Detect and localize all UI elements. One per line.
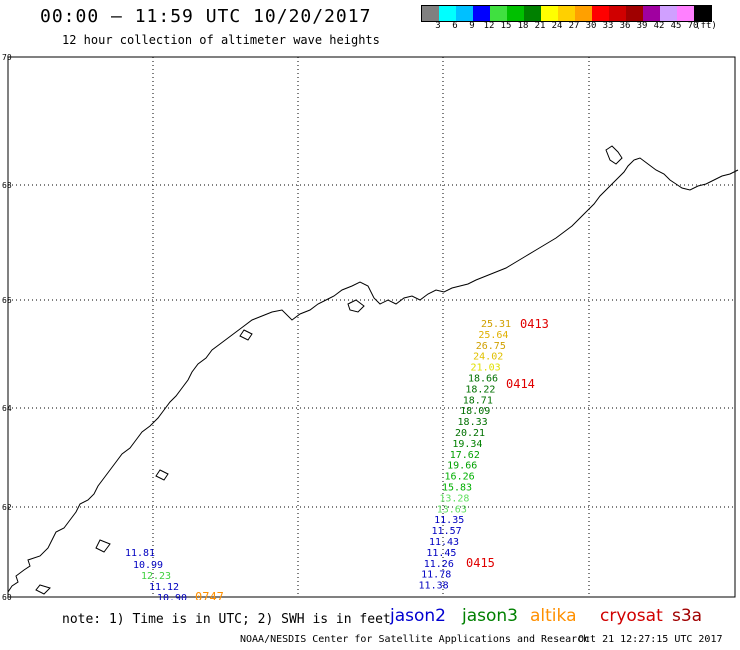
swh-value-label: 19.34 xyxy=(452,439,482,450)
color-scale-bar xyxy=(421,5,712,22)
swh-value-label: 18.71 xyxy=(463,395,493,406)
lat-lon-grid: -45-42-39-36-33-30706866646260 xyxy=(2,53,736,600)
color-scale-label: 36 xyxy=(619,21,631,31)
color-swatch xyxy=(643,6,660,21)
color-scale-label: 6 xyxy=(452,21,458,31)
color-swatch xyxy=(422,6,439,21)
legend-altika: altika xyxy=(530,606,577,626)
lat-tick-label: 60 xyxy=(2,593,12,600)
swh-value-label: 11.57 xyxy=(432,526,462,537)
color-swatch xyxy=(660,6,677,21)
color-scale-label: 9 xyxy=(469,21,475,31)
swh-value-label: 13.28 xyxy=(439,493,469,504)
color-scale-label: 3 xyxy=(435,21,441,31)
lat-tick-label: 62 xyxy=(2,503,12,512)
color-scale-label: 15 xyxy=(500,21,512,31)
color-swatch xyxy=(507,6,524,21)
color-scale-label: 27 xyxy=(568,21,580,31)
swh-value-label: 19.66 xyxy=(447,461,477,472)
greenland-coastline xyxy=(7,157,739,593)
color-swatch xyxy=(524,6,541,21)
color-swatch xyxy=(694,6,711,21)
color-scale-label: 45 xyxy=(670,21,682,31)
color-scale-label: (ft) xyxy=(695,21,717,31)
color-scale-label: 24 xyxy=(551,21,563,31)
swh-value-label: 18.22 xyxy=(465,384,495,395)
color-swatch xyxy=(592,6,609,21)
color-swatch xyxy=(473,6,490,21)
color-swatch xyxy=(626,6,643,21)
legend-s3a: s3a xyxy=(672,606,703,626)
swh-value-label: 18.09 xyxy=(460,406,490,417)
color-swatch xyxy=(575,6,592,21)
pass-time-label: 0747 xyxy=(195,590,224,600)
map-frame xyxy=(7,56,736,598)
color-scale-label: 18 xyxy=(517,21,529,31)
pass-time-label: 0414 xyxy=(506,377,535,391)
color-scale-label: 70 xyxy=(687,21,699,31)
swh-value-label: 11.81 xyxy=(125,548,155,559)
color-scale-label: 21 xyxy=(534,21,546,31)
swh-value-label: 12.23 xyxy=(141,571,171,582)
swh-value-label: 25.64 xyxy=(478,330,508,341)
swh-value-label: 26.75 xyxy=(476,341,506,352)
swh-value-label: 17.62 xyxy=(450,450,480,461)
swh-value-label: 21.03 xyxy=(471,363,501,374)
swh-value-label: 16.26 xyxy=(445,472,475,483)
color-swatch xyxy=(609,6,626,21)
color-scale-label: 42 xyxy=(653,21,665,31)
generated-timestamp: Oct 21 12:27:15 UTC 2017 xyxy=(578,634,723,645)
swh-value-label: 11.12 xyxy=(149,582,179,593)
altimeter-tracks: 25.3125.6426.7524.0221.0318.6618.2218.71… xyxy=(125,317,549,600)
units-note: note: 1) Time is in UTC; 2) SWH is in fe… xyxy=(62,612,391,627)
color-scale-labels: 3 6 9 12 15 18 21 24 27 30 33 36 39 42 45 70 (ft) xyxy=(421,21,740,33)
swh-value-label: 18.66 xyxy=(468,374,498,385)
color-swatch xyxy=(541,6,558,21)
color-scale-label: 39 xyxy=(636,21,648,31)
legend-jason3: jason3 xyxy=(462,606,518,626)
legend-cryosat: cryosat xyxy=(600,606,663,626)
lat-tick-label: 66 xyxy=(2,296,12,305)
pass-time-label: 0413 xyxy=(520,317,549,331)
swh-value-label: 25.31 xyxy=(481,319,511,330)
map-subtitle: 12 hour collection of altimeter wave hei… xyxy=(62,33,380,47)
swh-value-label: 10.90 xyxy=(157,593,187,600)
legend-jason2: jason2 xyxy=(390,606,446,626)
color-scale-label: 12 xyxy=(483,21,495,31)
lat-tick-label: 70 xyxy=(2,53,12,62)
pass-time-label: 0415 xyxy=(466,556,495,570)
color-swatch xyxy=(456,6,473,21)
swh-value-label: 18.33 xyxy=(458,417,488,428)
swh-value-label: 11.45 xyxy=(426,548,456,559)
color-scale-label: 33 xyxy=(602,21,614,31)
swh-value-label: 15.83 xyxy=(442,483,472,494)
credit-line: NOAA/NESDIS Center for Satellite Applica… xyxy=(240,634,590,645)
color-swatch xyxy=(558,6,575,21)
color-swatch xyxy=(677,6,694,21)
lat-tick-label: 68 xyxy=(2,181,12,190)
swh-value-label: 13.63 xyxy=(437,504,467,515)
swh-value-label: 11.38 xyxy=(419,581,449,592)
coastline-islands xyxy=(35,145,623,595)
swh-value-label: 10.99 xyxy=(133,560,163,571)
map-title: 00:00 – 11:59 UTC 10/20/2017 xyxy=(40,6,372,27)
altimeter-map: -45-42-39-36-33-30706866646260 25.3125.6… xyxy=(2,53,739,600)
color-swatch xyxy=(490,6,507,21)
color-swatch xyxy=(439,6,456,21)
color-scale-label: 30 xyxy=(585,21,597,31)
swh-value-label: 11.78 xyxy=(421,570,451,581)
swh-value-label: 11.26 xyxy=(424,559,454,570)
swh-value-label: 11.35 xyxy=(434,515,464,526)
swh-value-label: 24.02 xyxy=(473,352,503,363)
swh-value-label: 20.21 xyxy=(455,428,485,439)
swh-value-label: 11.43 xyxy=(429,537,459,548)
lat-tick-label: 64 xyxy=(2,404,12,413)
